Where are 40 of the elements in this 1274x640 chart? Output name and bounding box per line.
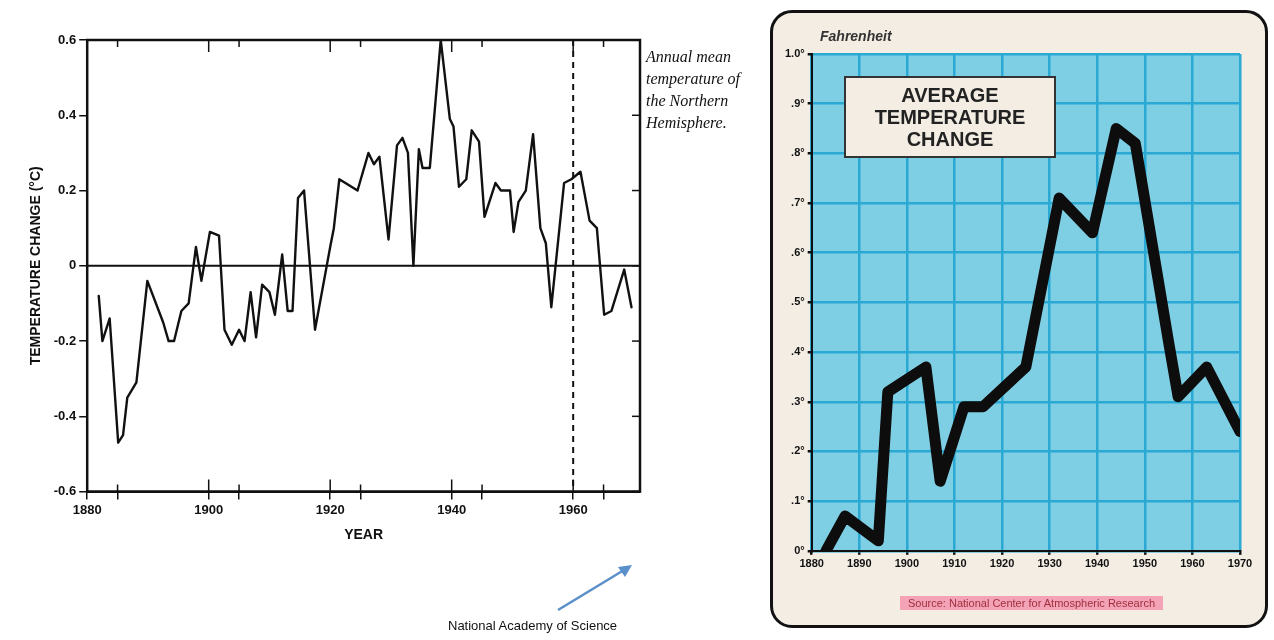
x-tick-label: 1930 — [1037, 557, 1062, 570]
y-tick-label: 0.4 — [58, 106, 77, 122]
text: Annual mean temperature of the Northern Hemisphere. — [646, 47, 743, 134]
y-tick-label: -0.6 — [53, 483, 77, 499]
y-tick-label: 0.6 — [58, 31, 77, 47]
x-tick-label: 1920 — [315, 501, 345, 517]
y-tick-label: 0.2 — [58, 182, 77, 198]
y-tick-label: .3° — [791, 394, 805, 407]
y-tick-label: .2° — [791, 444, 805, 457]
x-tick-label: 1960 — [1180, 557, 1205, 570]
x-tick-label: 1900 — [194, 501, 224, 517]
text: AVERAGE TEMPERATURE CHANGE — [844, 76, 1056, 158]
y-tick-label: -0.4 — [53, 407, 77, 423]
y-tick-label: .4° — [791, 345, 805, 358]
y-tick-label: .5° — [791, 295, 805, 308]
x-tick-label: 1900 — [894, 557, 920, 570]
y-tick-label: .6° — [791, 245, 805, 258]
source-note: Source: National Center for Atmospheric Research — [900, 596, 1164, 610]
x-tick-label: 1890 — [847, 557, 872, 570]
y-tick-label: 0° — [794, 543, 805, 556]
x-axis-title: YEAR — [344, 526, 384, 543]
x-tick-label: 1940 — [437, 501, 467, 517]
y-axis-title: Fahrenheit — [820, 28, 892, 44]
x-tick-label: 1950 — [1132, 557, 1158, 570]
y-tick-label: .1° — [791, 494, 805, 507]
x-tick-label: 1940 — [1084, 557, 1110, 570]
x-tick-label: 1920 — [989, 557, 1015, 570]
y-tick-label: 0 — [68, 257, 77, 273]
y-tick-label: .8° — [791, 146, 805, 159]
y-tick-label: .7° — [791, 196, 805, 209]
x-tick-label: 1970 — [1227, 557, 1253, 570]
x-tick-label: 1910 — [942, 557, 967, 570]
y-tick-label: -0.2 — [53, 332, 77, 348]
x-tick-label: 1880 — [799, 557, 824, 570]
y-tick-label: 1.0° — [784, 47, 805, 60]
y-tick-label: .9° — [791, 96, 805, 109]
y-axis-title: TEMPERATURE CHANGE (°C) — [27, 166, 44, 366]
x-tick-label: 1880 — [72, 501, 102, 517]
text: National Academy of Science — [448, 618, 618, 633]
x-tick-label: 1960 — [558, 501, 588, 517]
